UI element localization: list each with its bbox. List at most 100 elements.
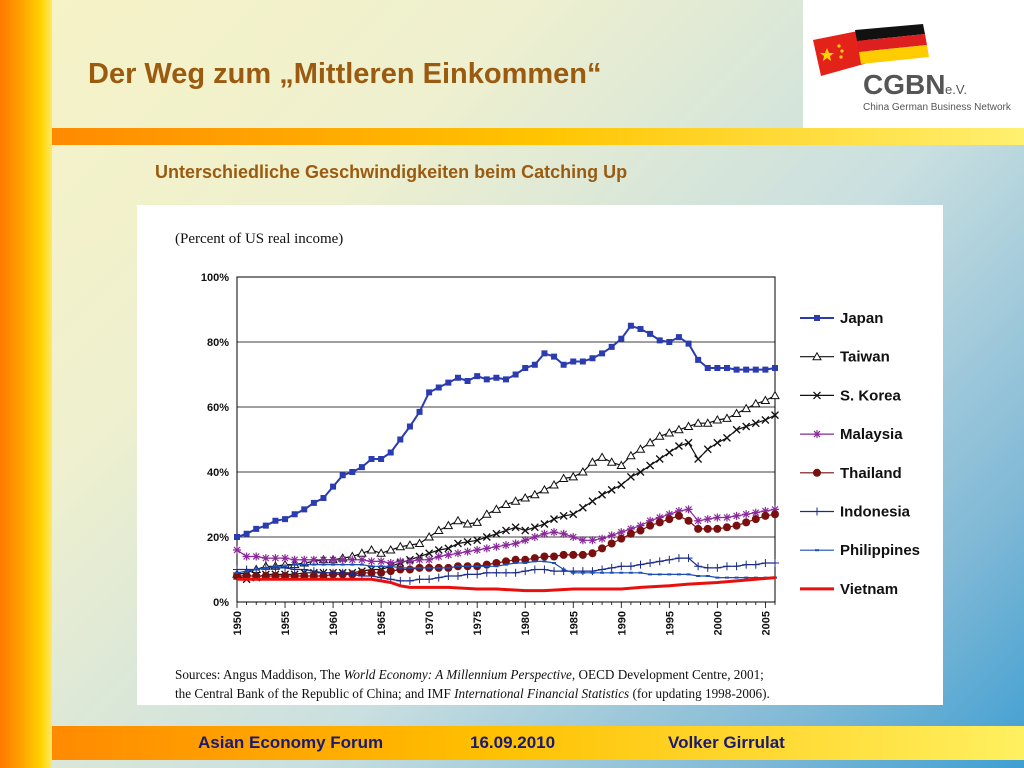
x-tick-label: 2005 [760, 611, 772, 635]
data-point-taiwan [606, 457, 617, 466]
data-point-malaysia [482, 544, 491, 553]
data-point-taiwan [587, 457, 598, 466]
data-point-thailand [694, 524, 703, 533]
data-point-philippines [628, 571, 633, 574]
data-point-malaysia [281, 554, 290, 563]
y-tick-label: 20% [207, 532, 229, 544]
data-point-philippines [667, 573, 672, 576]
data-point-japan [733, 366, 740, 373]
chart-panel: (Percent of US real income) 0% 20% 40% 60% 8… [137, 205, 943, 705]
legend-item-malaysia: Malaysia [800, 426, 903, 443]
data-point-s-korea [482, 533, 491, 541]
data-point-indonesia [434, 573, 443, 582]
data-point-philippines [561, 568, 566, 571]
data-point-japan [714, 365, 721, 371]
legend-marker [812, 351, 822, 361]
data-point-japan [397, 436, 404, 443]
data-point-japan [339, 472, 346, 479]
data-point-thailand [703, 524, 712, 533]
data-point-indonesia [550, 567, 559, 576]
data-point-japan [772, 365, 778, 371]
series-taiwan [232, 390, 780, 578]
data-point-philippines [273, 565, 278, 568]
data-point-thailand [626, 529, 635, 538]
data-point-indonesia [636, 560, 645, 569]
data-point-thailand [550, 552, 559, 561]
y-tick-label: 80% [207, 337, 229, 349]
data-point-malaysia [309, 555, 318, 564]
y-tick-label: 100% [201, 272, 229, 284]
data-point-philippines [407, 566, 412, 569]
data-point-philippines [254, 568, 259, 571]
data-point-malaysia [405, 557, 414, 566]
data-point-philippines [340, 563, 345, 566]
series-s-korea [233, 411, 779, 584]
data-point-philippines [542, 560, 547, 563]
data-point-japan [618, 335, 625, 342]
data-point-taiwan [558, 473, 569, 482]
chart-title: (Percent of US real income) [175, 231, 343, 247]
data-point-indonesia [655, 557, 664, 566]
data-point-indonesia [348, 570, 357, 579]
data-point-japan [685, 340, 692, 347]
data-point-indonesia [329, 568, 338, 577]
data-point-s-korea [684, 438, 693, 447]
data-point-s-korea [626, 472, 635, 481]
data-point-malaysia [492, 542, 501, 551]
data-point-taiwan [491, 504, 502, 513]
data-point-taiwan [693, 418, 704, 427]
data-point-japan [695, 356, 702, 363]
data-point-malaysia [742, 510, 751, 519]
data-point-s-korea [723, 433, 731, 442]
data-point-japan [464, 378, 471, 384]
data-point-thailand [521, 555, 530, 564]
data-point-philippines [552, 562, 557, 564]
data-point-philippines [475, 565, 480, 568]
data-point-s-korea [761, 416, 770, 424]
legend-label: Indonesia [840, 504, 911, 521]
data-point-japan [243, 530, 250, 537]
data-point-japan [656, 337, 663, 344]
data-point-malaysia [569, 533, 578, 541]
data-point-thailand [684, 516, 693, 525]
data-point-taiwan [645, 437, 655, 447]
data-point-taiwan [597, 452, 607, 461]
data-point-philippines [446, 566, 451, 569]
data-point-malaysia [559, 529, 568, 538]
data-point-indonesia [338, 568, 347, 577]
data-point-thailand [607, 539, 616, 548]
x-tick-label: 1985 [568, 611, 580, 635]
data-point-philippines [657, 573, 662, 576]
data-point-s-korea [569, 510, 578, 519]
data-point-taiwan [539, 484, 550, 494]
data-point-thailand [492, 559, 501, 567]
data-point-philippines [311, 563, 316, 566]
data-point-japan [310, 499, 317, 506]
data-point-japan [406, 423, 413, 430]
data-point-s-korea [550, 515, 558, 524]
data-point-malaysia [233, 546, 241, 554]
data-point-japan [330, 483, 337, 490]
data-point-taiwan [654, 431, 665, 440]
data-point-indonesia [617, 562, 626, 571]
data-point-s-korea [425, 549, 434, 558]
data-point-thailand [771, 510, 779, 519]
y-axis-ticks: 0% 20% 40% 60% 80% 100% [201, 272, 229, 609]
data-point-taiwan [741, 403, 752, 413]
x-tick-label: 1955 [280, 611, 292, 635]
legend-item-vietnam: Vietnam [800, 581, 898, 598]
data-point-malaysia [646, 516, 655, 525]
data-point-japan [627, 322, 634, 329]
data-point-malaysia [329, 555, 338, 564]
data-point-philippines [590, 571, 595, 574]
data-point-thailand [636, 526, 645, 535]
data-point-malaysia [502, 541, 510, 550]
data-point-taiwan [760, 395, 771, 404]
legend-label: S. Korea [840, 387, 902, 404]
data-point-japan [589, 355, 596, 362]
data-point-japan [320, 495, 327, 501]
data-point-thailand [665, 515, 674, 524]
data-point-s-korea [588, 497, 597, 506]
data-point-malaysia [540, 529, 549, 538]
data-point-japan [608, 343, 615, 350]
